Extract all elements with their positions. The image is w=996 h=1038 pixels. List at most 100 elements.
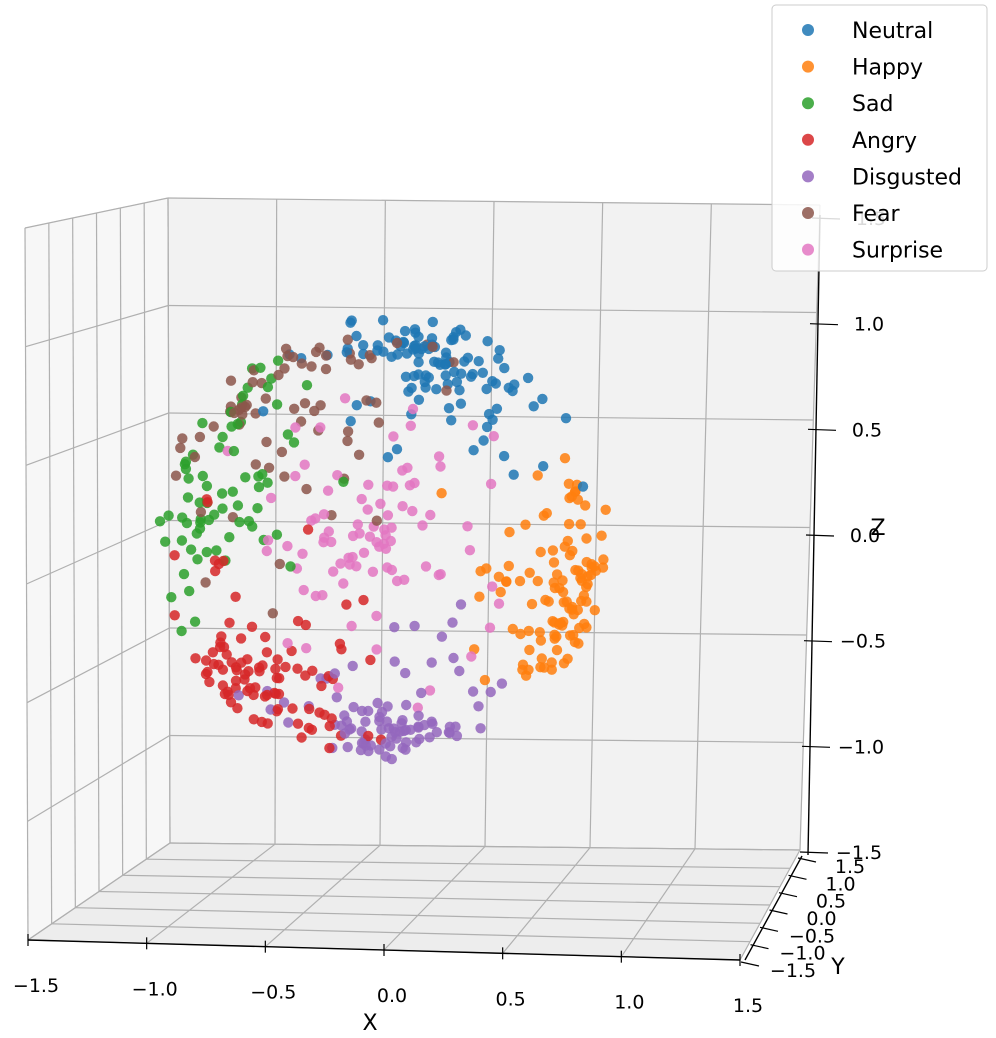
data-point-sad [234,516,245,528]
data-point-angry [202,497,213,508]
data-point-neutral [345,416,356,427]
data-point-sad [224,532,235,543]
data-point-disgusted [448,652,459,664]
y-tick-label: 1.5 [835,856,865,878]
data-point-fear [288,351,299,363]
data-point-angry [261,647,273,658]
data-point-happy [600,504,611,515]
data-point-fear [353,449,365,460]
data-point-sad [272,355,284,366]
data-point-angry [226,657,237,668]
data-point-happy [580,500,591,511]
legend-marker [802,207,814,219]
data-point-angry [218,555,229,567]
data-point-happy [548,557,560,568]
data-point-fear [342,435,353,447]
data-point-surprise [282,638,293,649]
data-point-surprise [407,505,418,517]
data-point-happy [541,508,552,519]
data-point-neutral [351,400,362,411]
data-point-surprise [382,562,393,573]
data-point-surprise [332,470,343,481]
data-point-sad [201,480,213,492]
data-point-sad [237,390,249,401]
data-point-disgusted [374,715,385,727]
data-point-happy [547,545,559,556]
data-point-sad [271,399,283,410]
data-point-happy [589,561,600,572]
data-point-angry [302,524,314,535]
data-point-angry [270,663,281,675]
data-point-angry [341,599,352,610]
data-point-neutral [522,372,534,384]
data-point-surprise [412,702,423,713]
data-point-surprise [466,651,477,662]
data-point-happy [501,576,512,587]
data-point-happy [532,575,543,587]
data-point-surprise [358,547,370,558]
data-point-neutral [577,481,589,492]
data-point-fear [195,506,207,518]
data-point-sad [253,481,265,493]
z-tick-label: −1.0 [838,736,884,758]
data-point-disgusted [401,699,412,711]
y-tick [769,909,788,915]
legend-marker [802,133,814,146]
data-point-neutral [431,384,442,395]
legend-label: Happy [852,56,923,81]
data-point-surprise [315,422,326,433]
data-point-angry [169,610,180,621]
data-point-neutral [494,345,505,356]
data-point-angry [316,680,327,692]
data-point-disgusted [344,724,355,735]
data-point-disgusted [400,667,411,679]
data-point-neutral [499,362,510,374]
data-point-fear [427,341,438,352]
data-point-angry [190,653,201,664]
data-point-sad [201,546,212,558]
data-point-surprise [433,451,445,462]
data-point-angry [324,720,335,732]
grid-line [122,874,781,888]
data-point-disgusted [389,656,400,667]
data-point-angry [271,672,282,684]
data-point-surprise [352,519,363,530]
y-tick-label: 0.5 [816,891,846,913]
z-tick [805,534,835,537]
data-point-disgusted [360,716,371,727]
data-point-sad [211,545,222,556]
data-point-disgusted [467,686,479,697]
data-point-sad [226,421,237,432]
data-point-neutral [487,376,498,387]
data-point-neutral [345,317,356,328]
data-point-angry [235,633,247,644]
data-point-surprise [297,548,308,559]
data-point-happy [597,562,609,573]
data-point-neutral [377,315,389,326]
data-point-surprise [367,566,379,577]
data-point-happy [549,629,560,640]
data-point-disgusted [427,718,438,729]
data-point-surprise [363,479,374,490]
data-point-disgusted [447,617,458,628]
data-point-surprise [362,504,373,515]
data-point-neutral [258,406,269,417]
data-point-surprise [318,509,330,520]
data-point-surprise [356,493,367,505]
data-point-happy [559,541,570,552]
data-point-surprise [290,422,301,433]
data-point-disgusted [283,717,294,728]
data-point-surprise [306,515,317,526]
data-point-angry [306,724,318,735]
data-point-happy [551,644,563,656]
data-point-angry [253,662,265,673]
data-point-sad [203,514,215,526]
data-point-neutral [508,469,519,480]
data-point-fear [345,354,357,365]
data-point-surprise [262,535,274,546]
z-axis-title: Z [870,516,885,541]
data-point-fear [279,471,290,482]
data-point-fear [371,515,382,526]
data-point-sad [271,529,283,540]
